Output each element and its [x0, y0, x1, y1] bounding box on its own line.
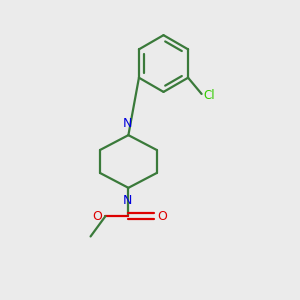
Text: N: N	[122, 194, 132, 207]
Text: O: O	[157, 210, 167, 223]
Text: Cl: Cl	[204, 89, 215, 102]
Text: O: O	[92, 210, 102, 223]
Text: N: N	[122, 117, 132, 130]
